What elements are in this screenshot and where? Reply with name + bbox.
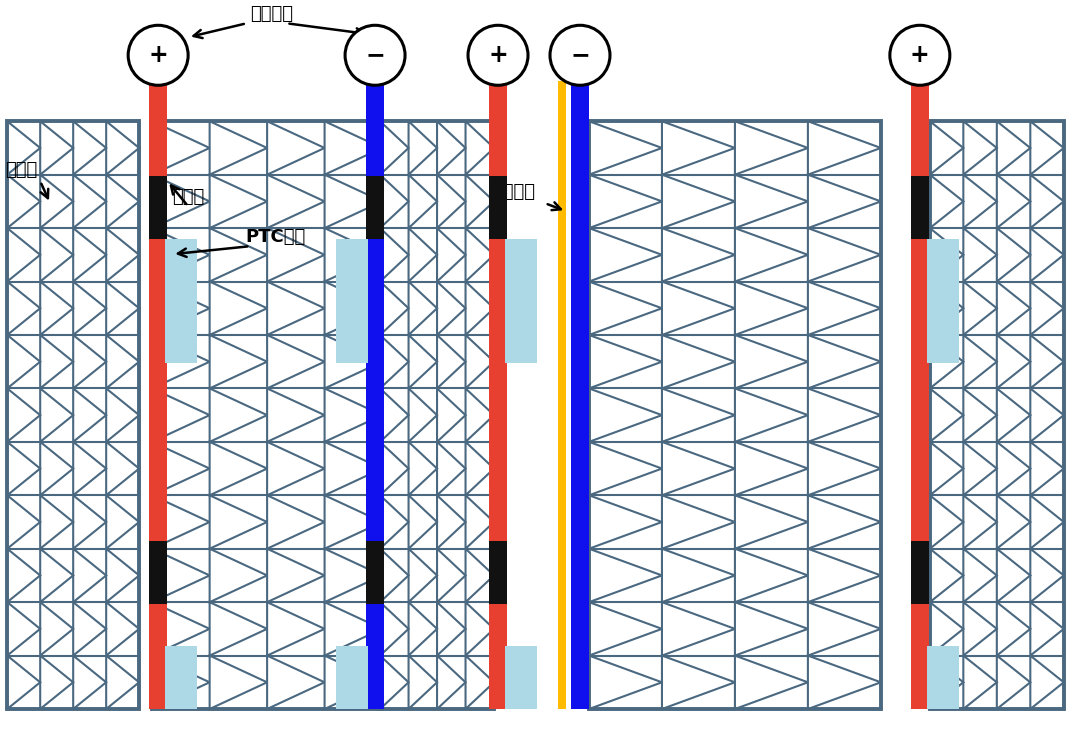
Bar — [148, 176, 167, 240]
Circle shape — [128, 26, 188, 86]
Text: 전원단자: 전원단자 — [250, 5, 293, 23]
Circle shape — [345, 26, 405, 86]
Bar — [911, 81, 928, 709]
Bar — [489, 176, 507, 240]
Text: −: − — [365, 44, 385, 68]
Text: −: − — [571, 44, 590, 68]
Text: +: + — [148, 44, 168, 68]
Bar — [365, 176, 384, 240]
Bar — [911, 176, 930, 240]
Text: +: + — [488, 44, 508, 68]
Bar — [166, 240, 197, 363]
Bar — [927, 240, 959, 363]
Bar — [365, 541, 384, 604]
Text: PTC소자: PTC소자 — [245, 228, 305, 246]
Bar — [489, 541, 507, 604]
Bar — [166, 646, 197, 709]
Text: +: + — [910, 44, 930, 68]
Bar — [911, 541, 930, 604]
Bar — [148, 541, 167, 604]
Bar — [149, 81, 167, 709]
Text: 방열핀: 방열핀 — [5, 161, 37, 179]
Bar — [336, 646, 368, 709]
Bar — [505, 240, 537, 363]
Bar — [367, 81, 384, 709]
Text: 절연재: 절연재 — [172, 189, 204, 207]
Bar — [336, 240, 368, 363]
Bar — [572, 81, 589, 709]
Text: 절연필름: 절연필름 — [492, 183, 535, 201]
Bar — [505, 646, 537, 709]
Circle shape — [468, 26, 528, 86]
Bar — [558, 81, 566, 709]
Circle shape — [890, 26, 950, 86]
Circle shape — [550, 26, 610, 86]
Bar — [927, 646, 959, 709]
Bar — [489, 81, 506, 709]
